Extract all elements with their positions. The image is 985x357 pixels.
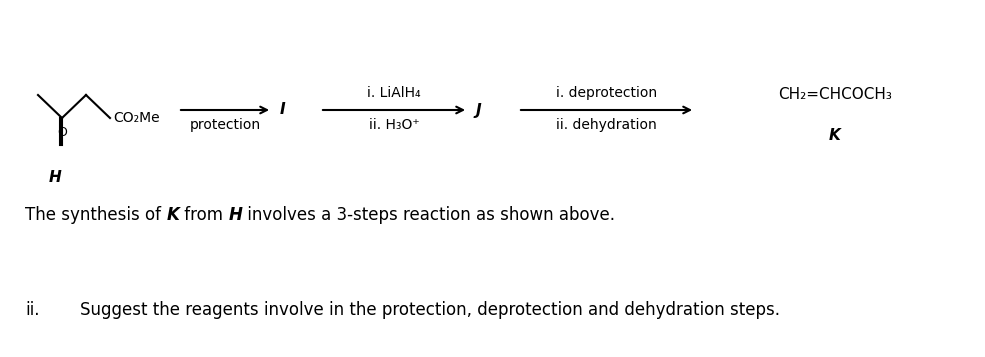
Text: i. LiAlH₄: i. LiAlH₄ bbox=[367, 86, 421, 100]
Text: from: from bbox=[179, 206, 229, 224]
Text: CO₂Me: CO₂Me bbox=[113, 111, 160, 125]
Text: J: J bbox=[476, 102, 482, 117]
Text: Suggest the reagents involve in the protection, deprotection and dehydration ste: Suggest the reagents involve in the prot… bbox=[80, 301, 780, 319]
Text: O: O bbox=[57, 126, 67, 139]
Text: CH₂=CHCOCH₃: CH₂=CHCOCH₃ bbox=[778, 87, 892, 102]
Text: involves a 3-steps reaction as shown above.: involves a 3-steps reaction as shown abo… bbox=[242, 206, 616, 224]
Text: ii.: ii. bbox=[25, 301, 39, 319]
Text: I: I bbox=[280, 102, 286, 117]
Text: K: K bbox=[166, 206, 179, 224]
Text: ii. H₃O⁺: ii. H₃O⁺ bbox=[368, 118, 420, 132]
Text: ii. dehydration: ii. dehydration bbox=[557, 118, 657, 132]
Text: H: H bbox=[229, 206, 242, 224]
Text: The synthesis of: The synthesis of bbox=[25, 206, 166, 224]
Text: K: K bbox=[829, 128, 841, 143]
Text: protection: protection bbox=[189, 118, 261, 132]
Text: i. deprotection: i. deprotection bbox=[556, 86, 657, 100]
Text: H: H bbox=[48, 170, 61, 185]
